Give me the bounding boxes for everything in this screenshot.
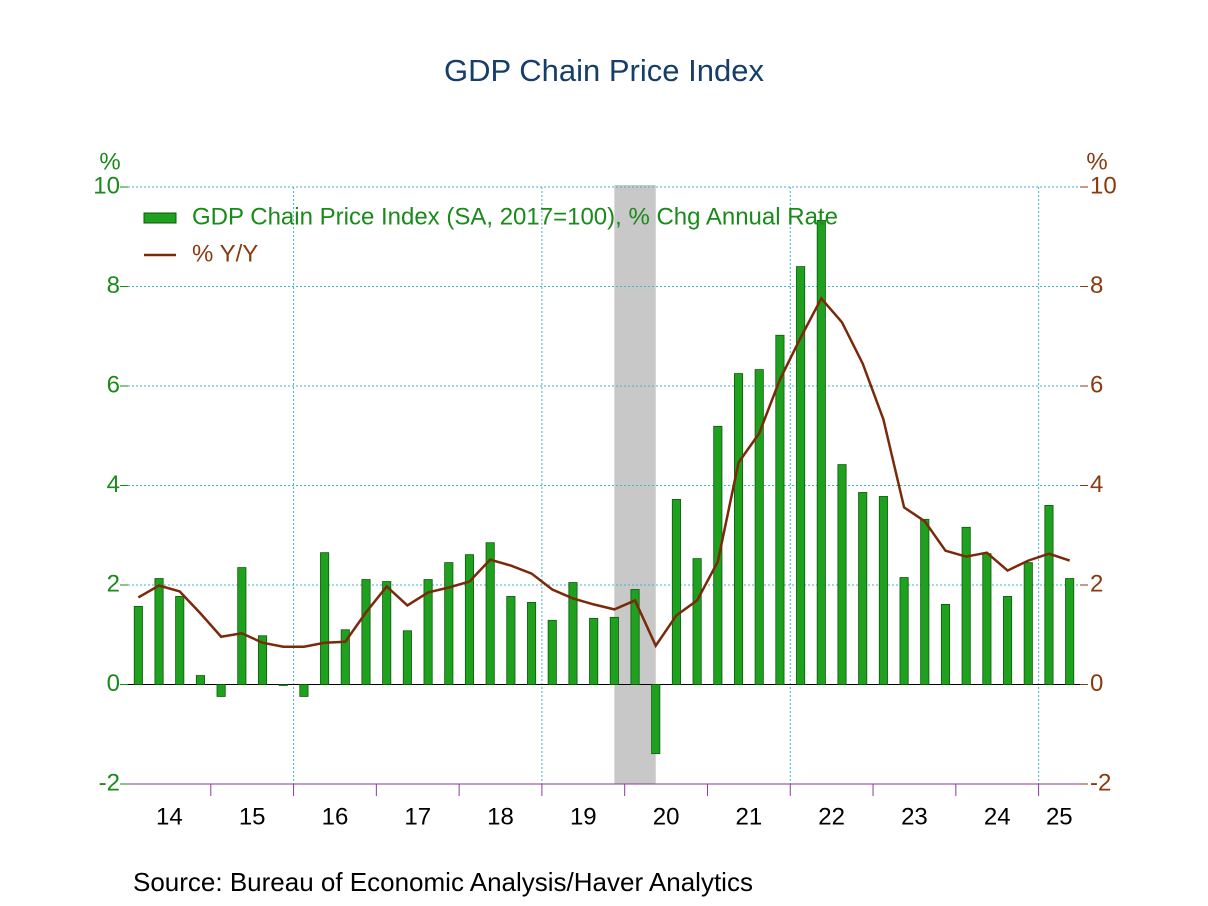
y2-tick-label: 0 <box>1090 670 1103 697</box>
bar <box>506 596 516 685</box>
x-tick-label: 14 <box>156 803 183 830</box>
y2-tick-label: 2 <box>1090 570 1103 597</box>
bar <box>133 605 143 685</box>
y2-tick-label: 6 <box>1090 371 1103 398</box>
bar <box>878 496 888 685</box>
bar <box>609 616 619 685</box>
bar <box>733 373 744 685</box>
bar <box>444 562 454 685</box>
bar <box>299 684 309 697</box>
y-tick-label: 6 <box>107 371 120 398</box>
bar <box>754 369 764 685</box>
y-tick-label: 10 <box>93 172 120 199</box>
y-tick-label: 0 <box>107 670 120 697</box>
y-tick-label: 8 <box>107 272 120 299</box>
y2-axis-label: % <box>1086 148 1107 175</box>
legend-label: % Y/Y <box>192 240 258 267</box>
bar <box>1044 504 1054 685</box>
bar <box>361 579 371 685</box>
x-tick-label: 24 <box>984 803 1011 830</box>
x-tick-label: 23 <box>901 803 928 830</box>
y2-tick-label: 8 <box>1090 272 1103 299</box>
legend-swatch <box>143 212 177 224</box>
recession-shade <box>614 185 656 784</box>
bar <box>920 518 930 685</box>
bar <box>278 684 288 686</box>
bar <box>692 558 702 685</box>
bar <box>713 425 723 685</box>
bar <box>154 578 164 685</box>
x-tick-label: 19 <box>570 803 597 830</box>
bar <box>796 266 806 685</box>
chart-title: GDP Chain Price Index <box>444 53 764 88</box>
bar <box>340 629 350 685</box>
bar <box>1023 562 1033 685</box>
line-series <box>137 296 1071 649</box>
x-tick-label: 18 <box>487 803 514 830</box>
bar <box>175 596 185 685</box>
bar <box>1003 596 1013 685</box>
bar <box>775 334 785 685</box>
y2-tick-label: -2 <box>1090 769 1111 796</box>
bar <box>630 589 640 685</box>
x-tick-label: 25 <box>1046 803 1073 830</box>
x-tick-label: 17 <box>404 803 431 830</box>
bar <box>837 464 847 685</box>
bar <box>423 579 433 685</box>
y-tick-label: 2 <box>107 570 120 597</box>
bar <box>858 492 868 685</box>
bar <box>568 582 578 685</box>
legend-label: GDP Chain Price Index (SA, 2017=100), % … <box>192 203 838 230</box>
bar <box>961 526 971 685</box>
bar <box>547 619 557 685</box>
bar <box>257 635 268 685</box>
y-tick-label: -2 <box>99 769 120 796</box>
x-tick-label: 21 <box>736 803 763 830</box>
x-tick-label: 22 <box>818 803 845 830</box>
bar <box>382 581 392 685</box>
bar <box>464 554 475 685</box>
bar <box>237 567 247 685</box>
bar <box>527 602 537 685</box>
bar <box>899 577 909 685</box>
bar <box>816 219 826 685</box>
bar <box>320 552 330 685</box>
y-axis-label: % <box>99 148 120 175</box>
bar <box>982 553 992 685</box>
x-tick-label: 15 <box>239 803 266 830</box>
bar <box>485 542 495 685</box>
bar <box>940 604 951 685</box>
y2-tick-label: 4 <box>1090 471 1103 498</box>
x-tick-label: 20 <box>653 803 680 830</box>
bar <box>216 684 226 697</box>
y2-tick-label: 10 <box>1090 172 1117 199</box>
bar <box>402 630 412 685</box>
y-tick-label: 4 <box>107 471 120 498</box>
bar <box>651 684 661 755</box>
bar <box>195 675 205 685</box>
x-tick-label: 16 <box>322 803 349 830</box>
source-note: Source: Bureau of Economic Analysis/Have… <box>133 867 753 897</box>
bar <box>671 499 681 685</box>
bar <box>1065 578 1075 685</box>
bar <box>589 617 599 685</box>
